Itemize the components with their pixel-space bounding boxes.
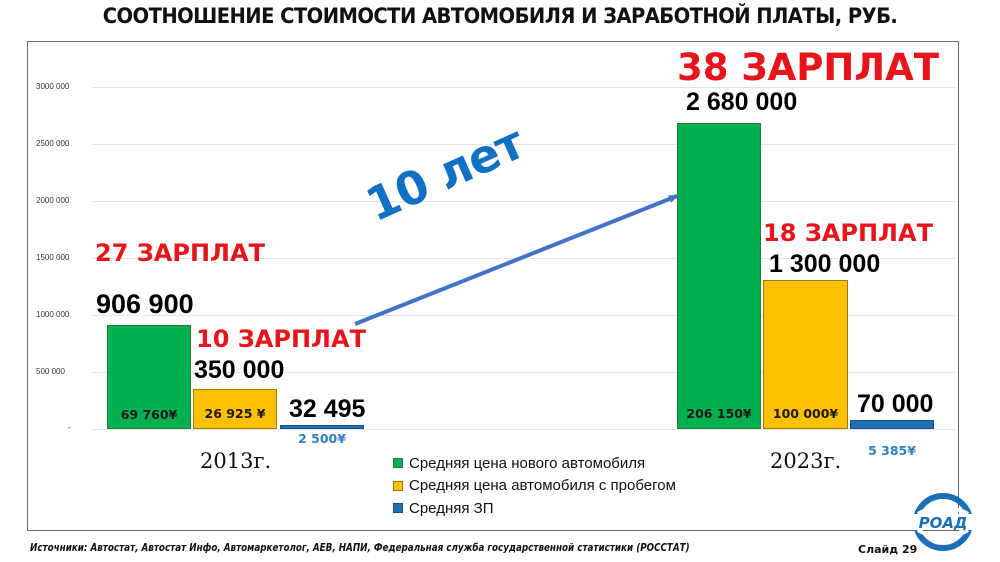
yen-label: 2 500¥ <box>298 431 346 446</box>
salaries-count-label: 38 ЗАРПЛАТ <box>677 46 939 89</box>
chart-frame <box>27 41 959 531</box>
page-title: СООТНОШЕНИЕ СТОИМОСТИ АВТОМОБИЛЯ И ЗАРАБ… <box>102 4 898 28</box>
gridline <box>92 87 955 88</box>
salaries-count-label: 18 ЗАРПЛАТ <box>763 219 933 247</box>
legend-item-new-car[interactable]: Средняя цена нового автомобиля <box>393 452 676 475</box>
legend-item-used-car[interactable]: Средняя цена автомобиля с пробегом <box>393 475 676 498</box>
yen-label: 26 925 ¥ <box>204 406 266 421</box>
bar-used-car-2023[interactable] <box>763 280 848 429</box>
used-car-value-label: 350 000 <box>194 356 285 384</box>
bar-salary-2023[interactable] <box>850 420 934 429</box>
x-category-label: 2013г. <box>200 449 272 473</box>
yen-label: 206 150¥ <box>686 406 752 421</box>
bar-salary-2013[interactable] <box>280 425 364 429</box>
y-tick-label: 1500 000 <box>36 253 70 262</box>
bar-new-car-2023[interactable] <box>677 123 761 429</box>
legend-swatch-icon <box>393 480 403 491</box>
gridline <box>92 429 955 430</box>
bar-used-car-2013[interactable] <box>193 389 277 429</box>
x-category-label: 2023г. <box>770 449 842 473</box>
yen-label: 69 760¥ <box>120 407 178 422</box>
legend-label: Средняя цена нового автомобиля <box>409 454 646 472</box>
gridline <box>92 144 955 145</box>
chart-legend: Средняя цена нового автомобиля Средняя ц… <box>393 452 676 520</box>
salaries-count-label: 27 ЗАРПЛАТ <box>95 239 265 267</box>
legend-swatch-icon <box>393 458 403 469</box>
yen-label: 100 000¥ <box>772 406 839 421</box>
salary-value-label: 32 495 <box>289 395 366 423</box>
used-car-value-label: 1 300 000 <box>769 250 881 278</box>
y-tick-label: 2500 000 <box>36 139 70 148</box>
y-tick-label: - <box>68 423 71 432</box>
legend-swatch-icon <box>393 503 403 514</box>
new-car-value-label: 2 680 000 <box>686 88 798 116</box>
salary-value-label: 70 000 <box>857 390 934 418</box>
y-tick-label: 500 000 <box>36 367 65 376</box>
legend-item-salary[interactable]: Средняя ЗП <box>393 497 676 520</box>
y-tick-label: 1000 000 <box>36 310 70 319</box>
yen-label: 5 385¥ <box>868 443 916 458</box>
bar-new-car-2013[interactable] <box>107 325 191 429</box>
gridline <box>92 201 955 202</box>
legend-label: Средняя ЗП <box>409 499 494 517</box>
salaries-count-label: 10 ЗАРПЛАТ <box>196 325 366 353</box>
new-car-value-label: 906 900 <box>96 289 194 319</box>
gridline <box>92 372 955 373</box>
y-tick-label: 3000 000 <box>36 82 70 91</box>
road-logo-icon: РОАД <box>912 493 974 551</box>
slide-number: Слайд 29 <box>858 543 918 556</box>
sources-footnote: Источники: Автостат, Автостат Инфо, Авто… <box>30 543 690 554</box>
legend-label: Средняя цена автомобиля с пробегом <box>409 477 676 495</box>
y-tick-label: 2000 000 <box>36 196 70 205</box>
svg-text:РОАД: РОАД <box>919 514 968 532</box>
